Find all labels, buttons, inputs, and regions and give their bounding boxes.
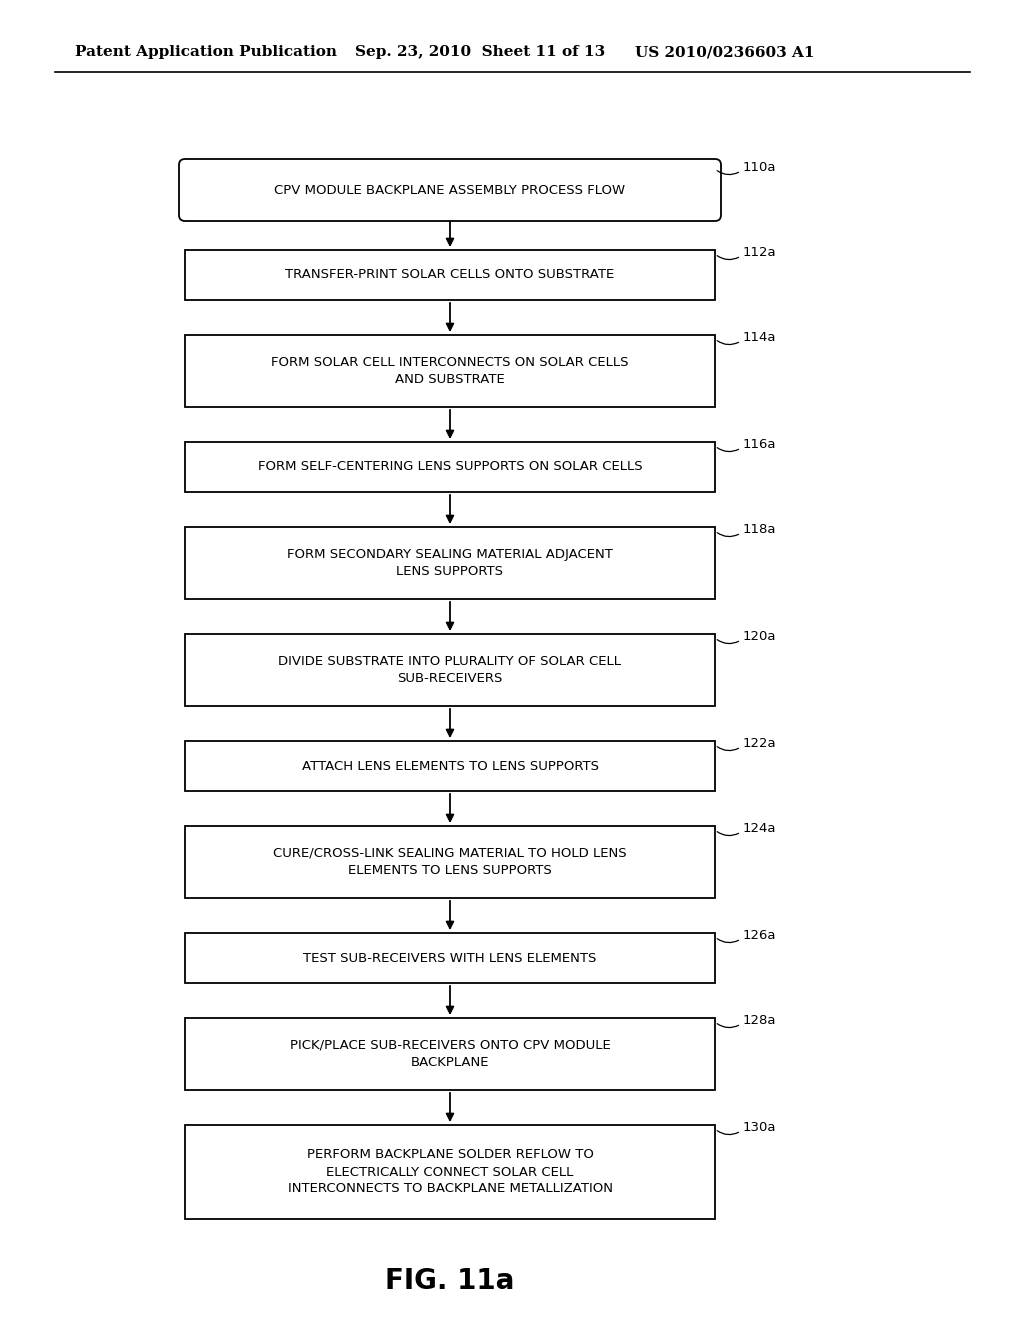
Bar	[185, 634, 715, 706]
Bar	[185, 826, 715, 898]
FancyBboxPatch shape	[179, 158, 721, 220]
Text: 116a: 116a	[743, 438, 776, 451]
Text: CPV MODULE BACKPLANE ASSEMBLY PROCESS FLOW: CPV MODULE BACKPLANE ASSEMBLY PROCESS FL…	[274, 183, 626, 197]
Text: FORM SELF-CENTERING LENS SUPPORTS ON SOLAR CELLS: FORM SELF-CENTERING LENS SUPPORTS ON SOL…	[258, 461, 642, 474]
Text: TRANSFER-PRINT SOLAR CELLS ONTO SUBSTRATE: TRANSFER-PRINT SOLAR CELLS ONTO SUBSTRAT…	[286, 268, 614, 281]
Text: US 2010/0236603 A1: US 2010/0236603 A1	[635, 45, 814, 59]
Bar	[185, 442, 715, 492]
Text: 128a: 128a	[743, 1014, 776, 1027]
Bar	[185, 741, 715, 791]
Bar	[185, 335, 715, 407]
Bar	[185, 249, 715, 300]
Text: 120a: 120a	[743, 630, 776, 643]
Text: ATTACH LENS ELEMENTS TO LENS SUPPORTS: ATTACH LENS ELEMENTS TO LENS SUPPORTS	[301, 759, 598, 772]
Text: 112a: 112a	[743, 246, 776, 259]
Bar	[185, 1125, 715, 1218]
Text: 118a: 118a	[743, 523, 776, 536]
Text: Sep. 23, 2010  Sheet 11 of 13: Sep. 23, 2010 Sheet 11 of 13	[355, 45, 605, 59]
Text: FORM SECONDARY SEALING MATERIAL ADJACENT
LENS SUPPORTS: FORM SECONDARY SEALING MATERIAL ADJACENT…	[287, 548, 613, 578]
Text: 126a: 126a	[743, 929, 776, 942]
Bar	[185, 933, 715, 983]
Text: PICK/PLACE SUB-RECEIVERS ONTO CPV MODULE
BACKPLANE: PICK/PLACE SUB-RECEIVERS ONTO CPV MODULE…	[290, 1039, 610, 1069]
Text: TEST SUB-RECEIVERS WITH LENS ELEMENTS: TEST SUB-RECEIVERS WITH LENS ELEMENTS	[303, 952, 597, 965]
Text: Patent Application Publication: Patent Application Publication	[75, 45, 337, 59]
Bar	[185, 1018, 715, 1090]
Text: 124a: 124a	[743, 822, 776, 836]
Bar	[185, 527, 715, 599]
Text: 110a: 110a	[743, 161, 776, 174]
Text: CURE/CROSS-LINK SEALING MATERIAL TO HOLD LENS
ELEMENTS TO LENS SUPPORTS: CURE/CROSS-LINK SEALING MATERIAL TO HOLD…	[273, 847, 627, 876]
Text: 114a: 114a	[743, 331, 776, 345]
Text: 122a: 122a	[743, 737, 776, 750]
Text: FORM SOLAR CELL INTERCONNECTS ON SOLAR CELLS
AND SUBSTRATE: FORM SOLAR CELL INTERCONNECTS ON SOLAR C…	[271, 356, 629, 385]
Text: DIVIDE SUBSTRATE INTO PLURALITY OF SOLAR CELL
SUB-RECEIVERS: DIVIDE SUBSTRATE INTO PLURALITY OF SOLAR…	[279, 655, 622, 685]
Text: 130a: 130a	[743, 1121, 776, 1134]
Text: FIG. 11a: FIG. 11a	[385, 1267, 515, 1295]
Text: PERFORM BACKPLANE SOLDER REFLOW TO
ELECTRICALLY CONNECT SOLAR CELL
INTERCONNECTS: PERFORM BACKPLANE SOLDER REFLOW TO ELECT…	[288, 1148, 612, 1196]
